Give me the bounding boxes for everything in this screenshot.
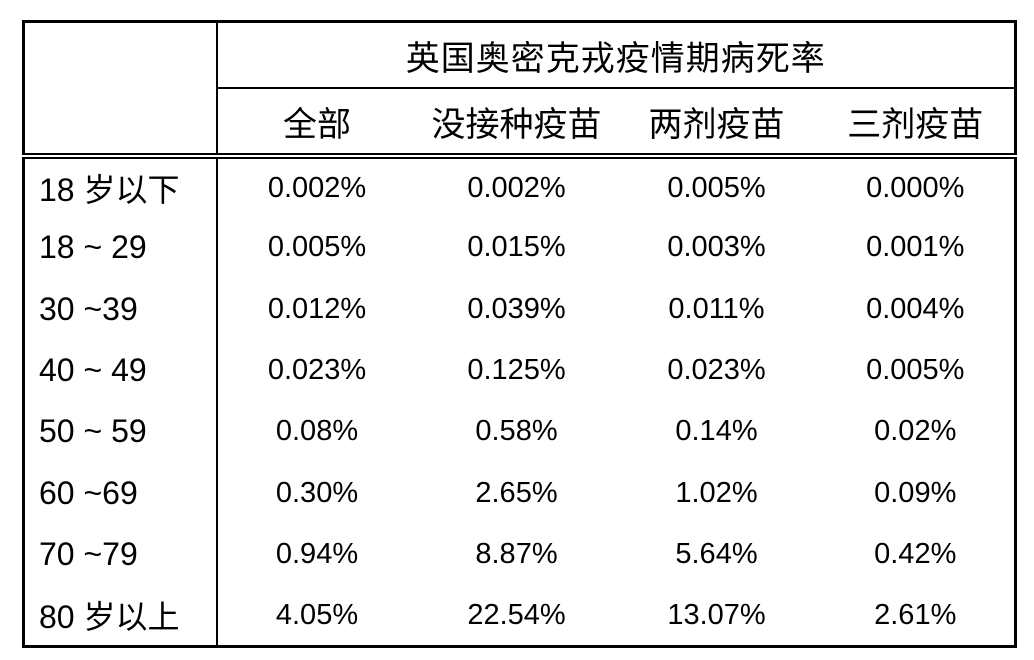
value-cell: 0.005% <box>866 354 965 387</box>
title-row: 英国奥密克戎疫情期病死率 <box>23 21 1016 159</box>
value-cell: 0.011% <box>668 292 765 325</box>
table-row: 30 ~39 0.012% 0.039% 0.011% 0.004% <box>23 278 1016 340</box>
cfr-table: 英国奥密克戎疫情期病死率 全部 没接种疫苗 两剂疫苗 三剂疫苗 18 岁以下 0.… <box>22 20 1017 648</box>
value-cell: 0.08% <box>275 415 359 448</box>
row-label: 70 ~79 <box>23 523 218 586</box>
value-cell: 0.039% <box>467 292 566 325</box>
value-cell: 0.09% <box>874 476 957 509</box>
table-row: 70 ~79 0.94% 8.87% 5.64% 0.42% <box>23 523 1016 586</box>
value-cell: 2.61% <box>874 598 957 631</box>
row-label: 30 ~39 <box>23 278 218 340</box>
col-header-unvaccinated: 没接种疫苗 <box>416 88 617 159</box>
value-cell: 1.02% <box>675 476 758 509</box>
table-title: 英国奥密克戎疫情期病死率 <box>216 21 1016 89</box>
table-body: 18 岁以下 0.002% 0.002% 0.005% 0.000% 18 ~ 29 0.0… <box>23 156 1016 647</box>
row-label: 18 ~ 29 <box>23 217 218 279</box>
col-header-three-doses: 三剂疫苗 <box>816 88 1016 159</box>
table-row: 80 岁以上 4.05% 22.54% 13.07% 2.61% <box>23 585 1016 647</box>
value-cell: 0.58% <box>475 415 558 448</box>
value-cell: 0.94% <box>275 538 359 571</box>
value-cell: 0.023% <box>667 354 766 387</box>
table-row: 60 ~69 0.30% 2.65% 1.02% 0.09% <box>23 462 1016 524</box>
value-cell: 5.64% <box>675 538 758 571</box>
column-header-row: 全部 没接种疫苗 两剂疫苗 三剂疫苗 <box>24 88 1016 159</box>
table-row: 40 ~ 49 0.023% 0.125% 0.023% 0.005% <box>23 339 1016 402</box>
value-cell: 13.07% <box>667 598 766 631</box>
value-cell: 0.005% <box>267 231 367 264</box>
value-cell: 0.14% <box>675 415 758 448</box>
value-cell: 0.125% <box>467 354 566 387</box>
value-cell: 0.004% <box>866 292 965 325</box>
value-cell: 0.002% <box>467 171 566 204</box>
value-cell: 0.015% <box>467 231 566 264</box>
value-cell: 22.54% <box>467 598 566 631</box>
row-label: 40 ~ 49 <box>23 339 218 402</box>
value-cell: 8.87% <box>475 538 558 571</box>
row-label: 18 岁以下 <box>23 156 218 218</box>
value-cell: 4.05% <box>275 598 359 631</box>
value-cell: 0.003% <box>667 231 766 264</box>
row-label: 50 ~ 59 <box>23 401 218 463</box>
row-label: 80 岁以上 <box>23 585 218 647</box>
value-cell: 0.02% <box>874 415 957 448</box>
value-cell: 0.012% <box>267 292 367 325</box>
value-cell: 0.023% <box>267 354 367 387</box>
value-cell: 0.002% <box>267 171 367 204</box>
col-header-all: 全部 <box>216 88 417 159</box>
value-cell: 0.001% <box>866 231 965 264</box>
table-row: 50 ~ 59 0.08% 0.58% 0.14% 0.02% <box>23 401 1016 463</box>
value-cell: 0.42% <box>874 538 957 571</box>
table-row: 18 岁以下 0.002% 0.002% 0.005% 0.000% <box>23 156 1016 218</box>
value-cell: 0.005% <box>667 171 766 204</box>
row-label: 60 ~69 <box>23 462 218 524</box>
corner-cell <box>23 21 218 159</box>
value-cell: 0.000% <box>866 171 965 204</box>
value-cell: 0.30% <box>275 476 359 509</box>
table-row: 18 ~ 29 0.005% 0.015% 0.003% 0.001% <box>23 217 1016 279</box>
col-header-two-doses: 两剂疫苗 <box>616 88 817 159</box>
value-cell: 2.65% <box>475 476 558 509</box>
